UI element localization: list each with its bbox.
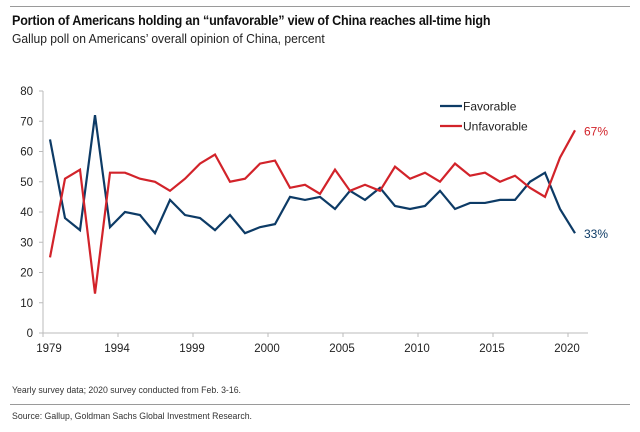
legend-label-unfavorable: Unfavorable (463, 120, 528, 134)
y-tick-label: 30 (20, 237, 33, 249)
y-tick-label: 20 (20, 268, 33, 280)
x-tick-label: 2005 (329, 343, 355, 355)
chart-title: Portion of Americans holding an “unfavor… (12, 13, 491, 28)
x-tick-label: 2015 (479, 343, 505, 355)
x-tick-label: 1979 (36, 343, 62, 355)
y-tick-label: 50 (20, 177, 33, 189)
series-line-unfavorable (48, 129, 576, 294)
end-label-favorable: 33% (584, 227, 608, 241)
chart-subtitle: Gallup poll on Americans’ overall opinio… (12, 31, 325, 46)
top-rule (10, 6, 630, 7)
x-tick-label: 1994 (104, 343, 130, 355)
y-tick-label: 0 (27, 328, 33, 340)
y-tick-label: 80 (20, 86, 33, 98)
footnote: Yearly survey data; 2020 survey conducte… (12, 385, 241, 396)
source-note: Source: Gallup, Goldman Sachs Global Inv… (12, 411, 252, 422)
x-tick-label: 2000 (254, 343, 280, 355)
bottom-rule (10, 404, 630, 405)
series-line-favorable (48, 115, 576, 236)
y-tick-label: 10 (20, 298, 33, 310)
x-tick-label: 2020 (554, 343, 580, 355)
x-tick-label: 2010 (404, 343, 430, 355)
y-tick-label: 70 (20, 116, 33, 128)
y-tick-label: 60 (20, 147, 33, 159)
legend-label-favorable: Favorable (463, 100, 517, 114)
line-chart: 0 10 20 30 40 50 60 70 80 1979 1994 1999 2000 2005 201… (20, 86, 608, 355)
end-label-unfavorable: 67% (584, 124, 608, 138)
x-tick-label: 1999 (179, 343, 205, 355)
y-tick-label: 40 (20, 207, 33, 219)
